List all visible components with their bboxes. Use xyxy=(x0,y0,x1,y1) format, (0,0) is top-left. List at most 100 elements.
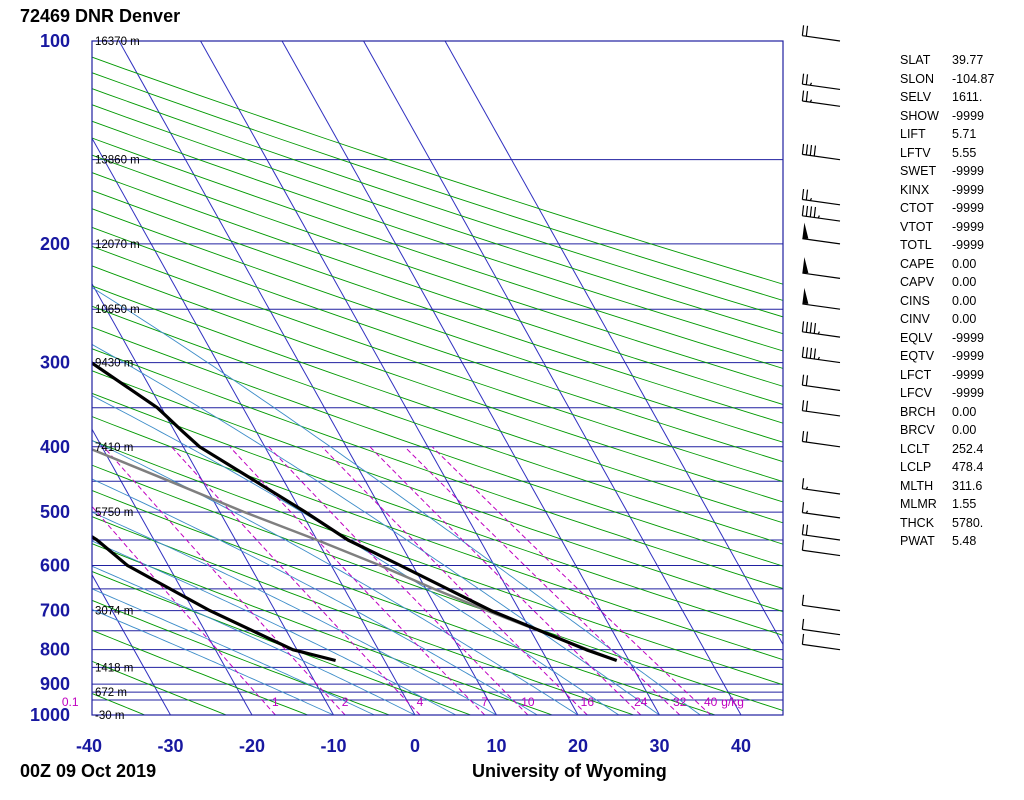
height-label: 5750 m xyxy=(95,507,133,519)
footer-source: University of Wyoming xyxy=(472,761,667,781)
dry-adiabat-line xyxy=(92,660,227,715)
stat-value: 252.4 xyxy=(952,441,984,456)
pressure-tick-label: 1000 xyxy=(30,705,70,725)
stat-row: CAPV 0.00 xyxy=(900,273,1020,292)
stat-value: 0.00 xyxy=(952,256,977,271)
stat-row: CAPE 0.00 xyxy=(900,255,1020,274)
dry-adiabat-line xyxy=(92,137,783,369)
isotherm-line xyxy=(363,41,742,715)
dewpoint-profile-line xyxy=(92,534,336,663)
wind-barb xyxy=(801,502,841,519)
wind-barb xyxy=(801,478,841,495)
dry-adiabat-line xyxy=(92,599,390,715)
wind-barb xyxy=(801,400,841,417)
dry-adiabat-line xyxy=(92,416,783,661)
stat-value: -9999 xyxy=(952,164,984,178)
stat-value: 5.71 xyxy=(952,127,977,141)
stat-name: LCLT xyxy=(900,441,930,456)
moist-adiabat-line xyxy=(92,540,457,715)
stat-name: TOTL xyxy=(900,238,932,252)
stat-row: EQTV -9999 xyxy=(900,347,1020,366)
stat-value: -104.87 xyxy=(952,71,995,86)
stat-row: LCLT 252.4 xyxy=(900,440,1020,459)
height-label: 672 m xyxy=(95,687,127,699)
stat-value: 5.48 xyxy=(952,534,977,548)
stat-name: LIFT xyxy=(900,127,926,141)
temperature-tick-label: 10 xyxy=(486,736,506,756)
stat-name: BRCH xyxy=(900,404,936,419)
moist-adiabat-line xyxy=(92,343,660,715)
isotherm-line xyxy=(0,41,8,715)
dry-adiabat-line xyxy=(92,226,783,463)
moist-adiabat-line xyxy=(92,395,620,715)
mixing-ratio-line xyxy=(171,446,421,715)
stat-value: 478.4 xyxy=(952,460,984,474)
pressure-tick-label: 700 xyxy=(40,601,70,621)
dry-adiabat-line xyxy=(92,172,783,405)
dry-adiabat-line xyxy=(92,120,783,352)
stat-value: 0.00 xyxy=(952,293,977,308)
stat-value: -9999 xyxy=(952,108,984,123)
stat-value: 1611. xyxy=(952,90,983,104)
wind-barb xyxy=(802,257,841,279)
stat-row: EQLV -9999 xyxy=(900,329,1020,348)
mixing-ratio-line xyxy=(229,446,486,715)
temperature-tick-label: 0 xyxy=(410,736,420,756)
wind-barb xyxy=(802,287,841,310)
height-label: 13860 m xyxy=(95,155,140,167)
wind-barb xyxy=(801,430,841,448)
stat-row: LFCT -9999 xyxy=(900,366,1020,385)
stat-row: CINS 0.00 xyxy=(900,292,1020,311)
stat-name: SWET xyxy=(900,164,937,178)
dry-adiabat-line xyxy=(92,326,783,567)
wind-barb xyxy=(801,143,841,161)
stat-value: -9999 xyxy=(952,367,984,382)
mixing-ratio-line xyxy=(321,446,588,715)
dry-adiabat-line xyxy=(92,543,553,715)
dry-adiabat-line xyxy=(92,104,783,335)
stat-row: SWET -9999 xyxy=(900,162,1020,181)
stability-indices-panel: SLAT 39.77 SLON -104.87 SELV 1611. SHOW -9999 LI… xyxy=(900,51,1020,551)
stat-value: 0.00 xyxy=(952,423,977,437)
pressure-tick-label: 400 xyxy=(40,437,70,457)
temperature-tick-label: -10 xyxy=(320,736,346,756)
isotherm-line xyxy=(444,41,783,646)
stat-row: VTOT -9999 xyxy=(900,218,1020,237)
stat-row: LFTV 5.55 xyxy=(900,144,1020,163)
mixing-ratio-line xyxy=(369,446,642,715)
pressure-tick-label: 500 xyxy=(40,502,70,522)
mixing-ratio-line xyxy=(103,446,346,715)
mixing-ratio-label: 0.1 xyxy=(62,695,79,709)
pressure-tick-label: 200 xyxy=(40,234,70,254)
isotherm-line xyxy=(200,41,579,715)
dry-adiabat-line xyxy=(92,629,308,715)
wind-barb xyxy=(801,346,841,364)
stat-name: CAPV xyxy=(900,275,935,289)
mixing-ratio-label: g/kg xyxy=(721,695,744,709)
mixing-ratio-label: 2 xyxy=(342,695,349,709)
stat-name: SLON xyxy=(900,71,935,86)
wind-barb xyxy=(801,618,841,636)
height-label: 1418 m xyxy=(95,662,133,674)
stat-row: SHOW -9999 xyxy=(900,107,1020,126)
wind-barb xyxy=(801,25,841,42)
wind-barb xyxy=(802,222,841,245)
stat-row: KINX -9999 xyxy=(900,181,1020,200)
mixing-ratio-line xyxy=(404,446,681,715)
stat-value: -9999 xyxy=(952,330,984,345)
mixing-ratio-label: 7 xyxy=(481,695,488,709)
stat-value: -9999 xyxy=(952,238,984,252)
stat-row: SLON -104.87 xyxy=(900,70,1020,89)
stat-value: 311.6 xyxy=(952,478,983,493)
stat-row: PWAT 5.48 xyxy=(900,532,1020,551)
stat-value: -9999 xyxy=(952,349,984,363)
dry-adiabat-line xyxy=(92,56,783,285)
stat-name: SELV xyxy=(900,90,932,104)
temperature-tick-label: 30 xyxy=(649,736,669,756)
dry-adiabat-line xyxy=(92,348,783,589)
height-label: -30 m xyxy=(95,710,124,722)
stat-row: LCLP 478.4 xyxy=(900,458,1020,477)
wind-barb xyxy=(801,374,841,392)
wind-barb xyxy=(801,90,841,107)
pressure-tick-label: 800 xyxy=(40,640,70,660)
